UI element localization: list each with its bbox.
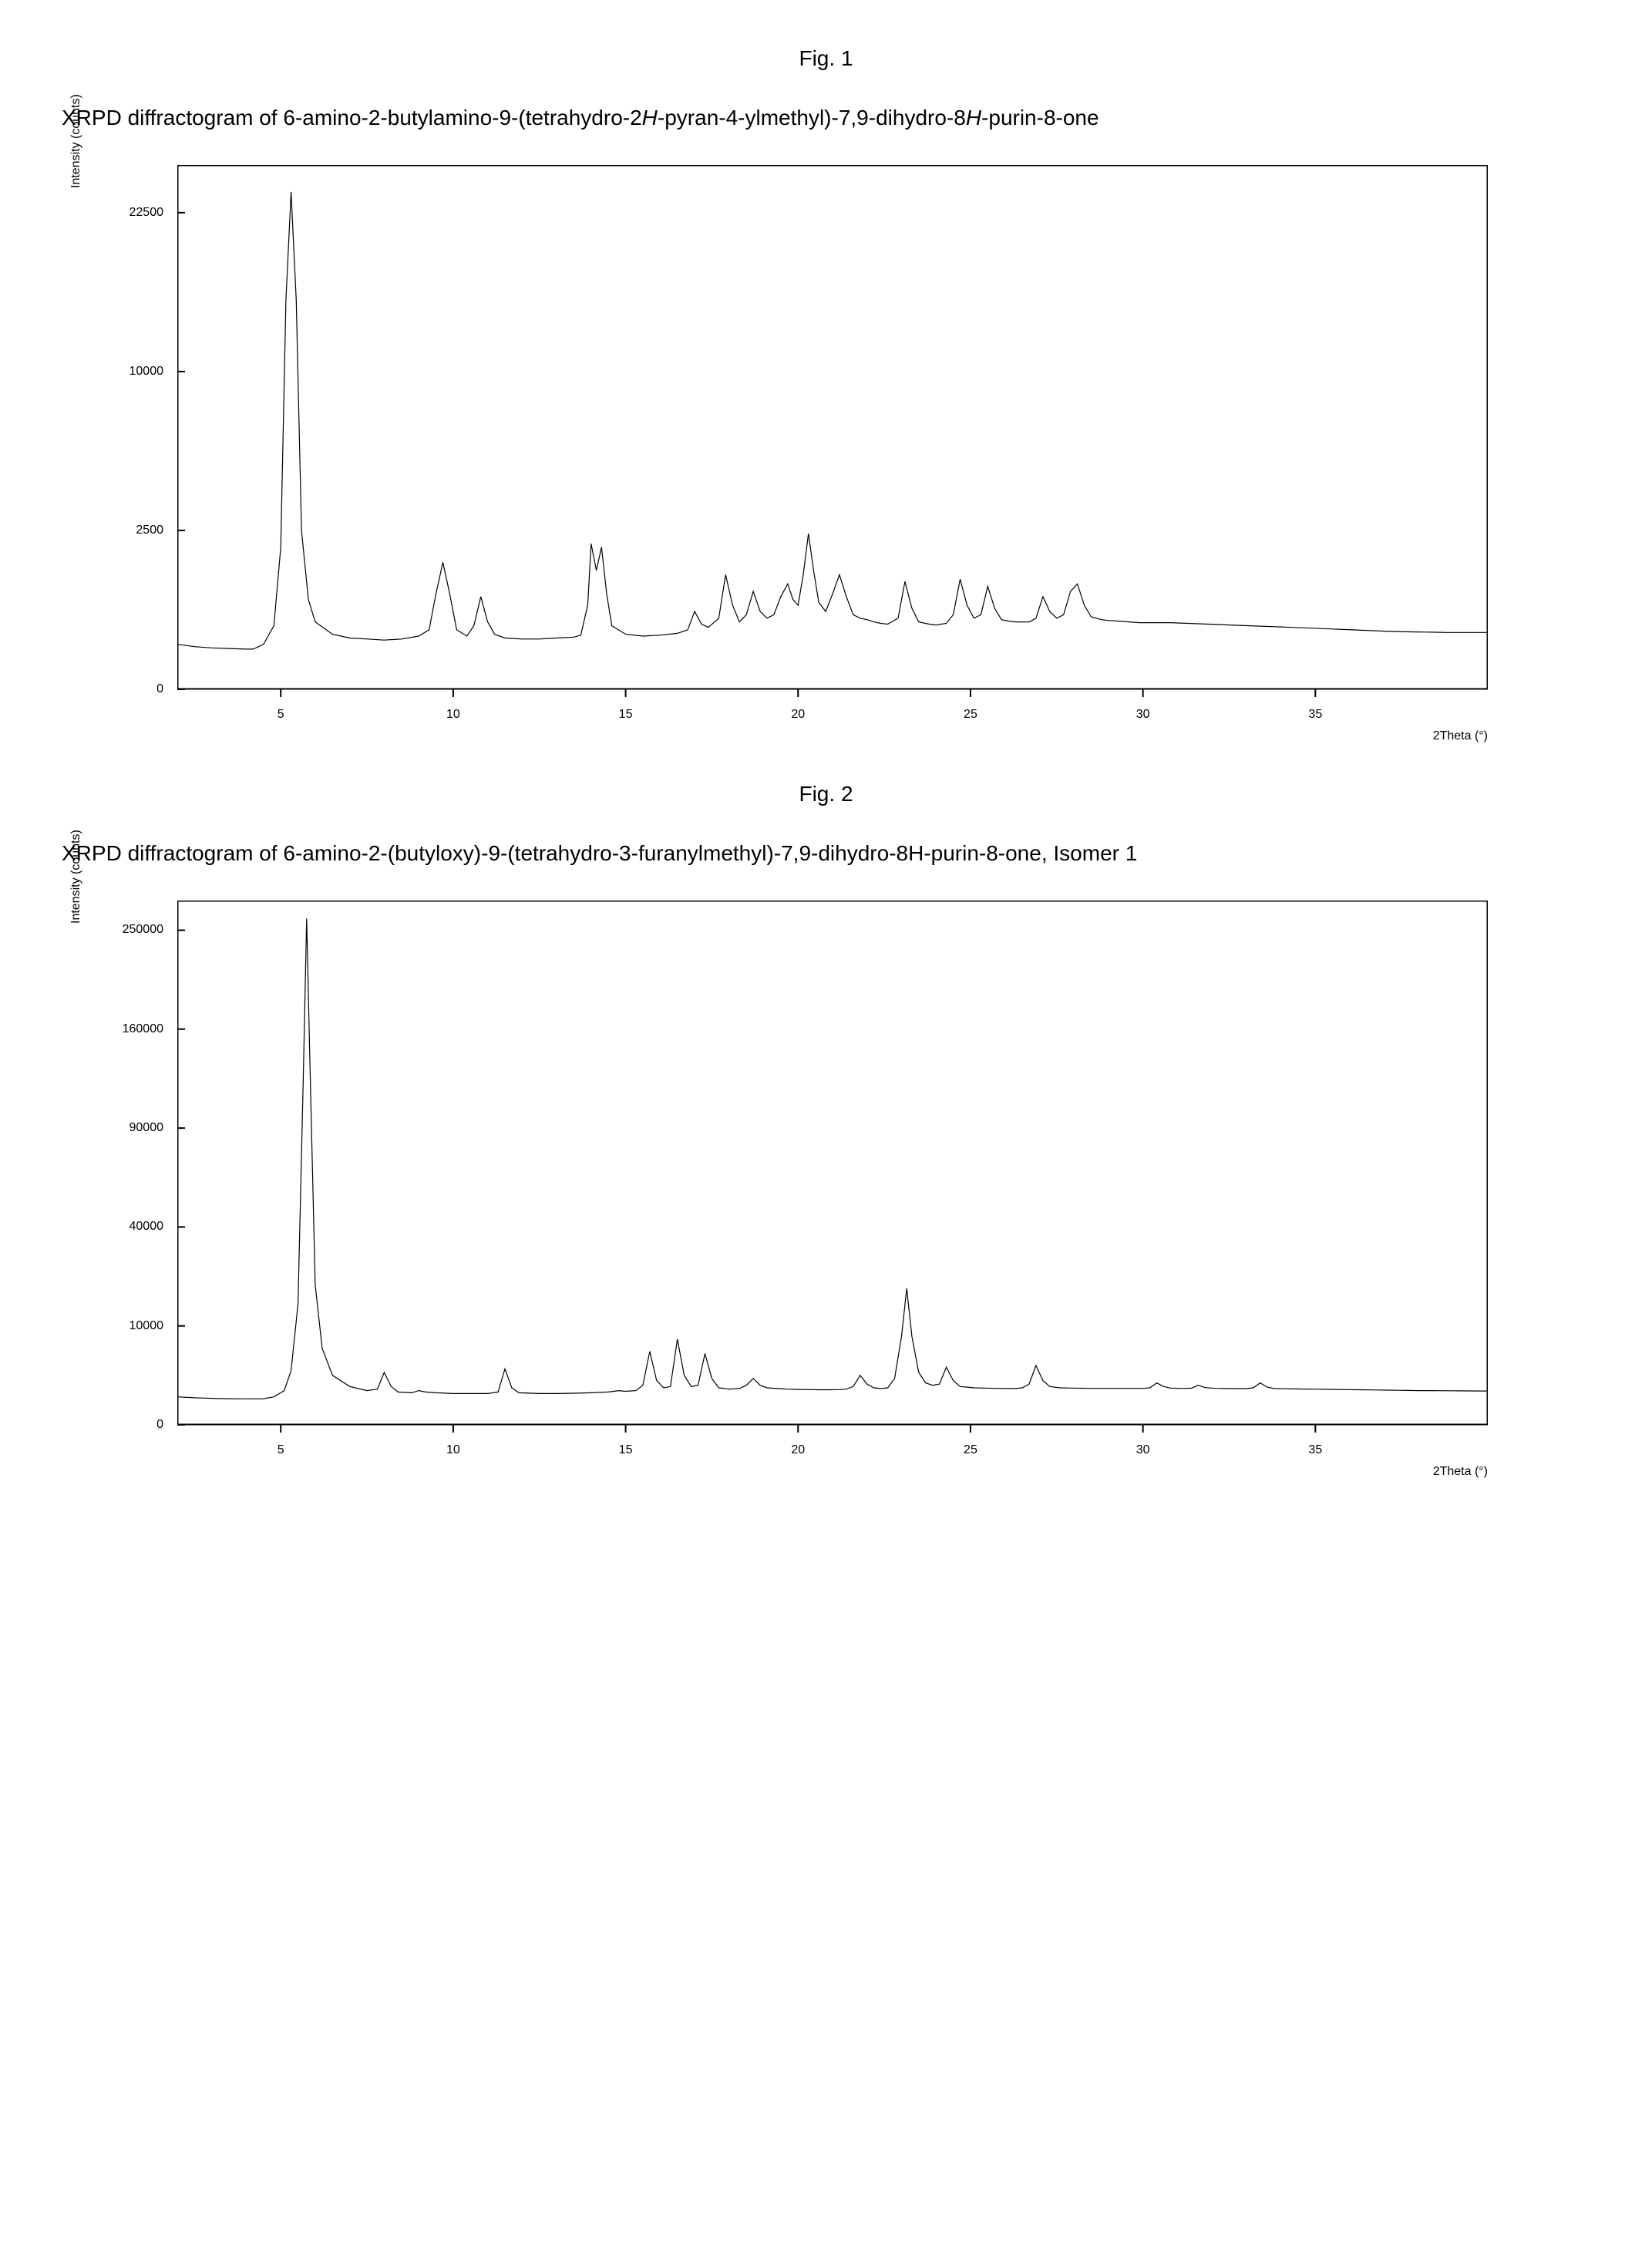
x-tick-label: 10: [446, 1443, 460, 1457]
plot-border: [178, 166, 1488, 689]
caption-text: -purin-8-one: [981, 106, 1099, 130]
figure-block: Fig. 1 XRPD diffractogram of 6-amino-2-bu…: [62, 46, 1590, 736]
y-tick-label: 160000: [123, 1022, 170, 1036]
x-axis-label: 2Theta (°): [1433, 1465, 1488, 1479]
y-tick-label: 40000: [130, 1220, 170, 1234]
caption-text: XRPD diffractogram of 6-amino-2-(butylox…: [62, 841, 1137, 865]
y-tick-label: 250000: [123, 923, 170, 937]
y-tick-label: 10000: [130, 1319, 170, 1333]
caption-text: -pyran-4-ylmethyl)-7,9-dihydro-8: [658, 106, 966, 130]
y-tick-label: 10000: [130, 365, 170, 379]
y-tick-label: 0: [156, 1418, 170, 1432]
x-tick-label: 35: [1308, 1443, 1322, 1457]
y-axis-label: Intensity (counts): [69, 830, 83, 924]
x-tick-label: 30: [1136, 1443, 1150, 1457]
x-tick-label: 5: [278, 1443, 284, 1457]
y-axis-label: Intensity (counts): [69, 94, 83, 188]
y-tick-label: 2500: [136, 524, 170, 537]
chart-svg: [177, 901, 1488, 1440]
x-tick-label: 20: [791, 708, 805, 722]
caption-text: H: [642, 106, 658, 130]
caption-text: XRPD diffractogram of 6-amino-2-butylami…: [62, 106, 642, 130]
x-tick-label: 20: [791, 1443, 805, 1457]
figure-caption: XRPD diffractogram of 6-amino-2-butylami…: [62, 102, 1526, 134]
x-axis-label: 2Theta (°): [1433, 729, 1488, 743]
y-tick-label: 90000: [130, 1121, 170, 1135]
caption-text: H: [966, 106, 981, 130]
figure-block: Fig. 2 XRPD diffractogram of 6-amino-2-(b…: [62, 782, 1590, 1471]
x-tick-label: 15: [619, 708, 633, 722]
figure-caption: XRPD diffractogram of 6-amino-2-(butylox…: [62, 837, 1526, 870]
x-tick-label: 5: [278, 708, 284, 722]
x-tick-label: 10: [446, 708, 460, 722]
x-tick-label: 25: [964, 1443, 977, 1457]
figure-label: Fig. 2: [62, 782, 1590, 806]
x-tick-label: 35: [1308, 708, 1322, 722]
chart-svg: [177, 165, 1488, 705]
x-tick-label: 25: [964, 708, 977, 722]
figure-label: Fig. 1: [62, 46, 1590, 71]
x-tick-label: 15: [619, 1443, 633, 1457]
y-tick-label: 22500: [130, 206, 170, 220]
y-tick-label: 0: [156, 682, 170, 696]
chart-wrap: Intensity (counts)2Theta (°)010000400009…: [77, 893, 1503, 1471]
x-tick-label: 30: [1136, 708, 1150, 722]
plot-border: [178, 901, 1488, 1425]
chart-wrap: Intensity (counts)2Theta (°)025001000022…: [77, 157, 1503, 736]
